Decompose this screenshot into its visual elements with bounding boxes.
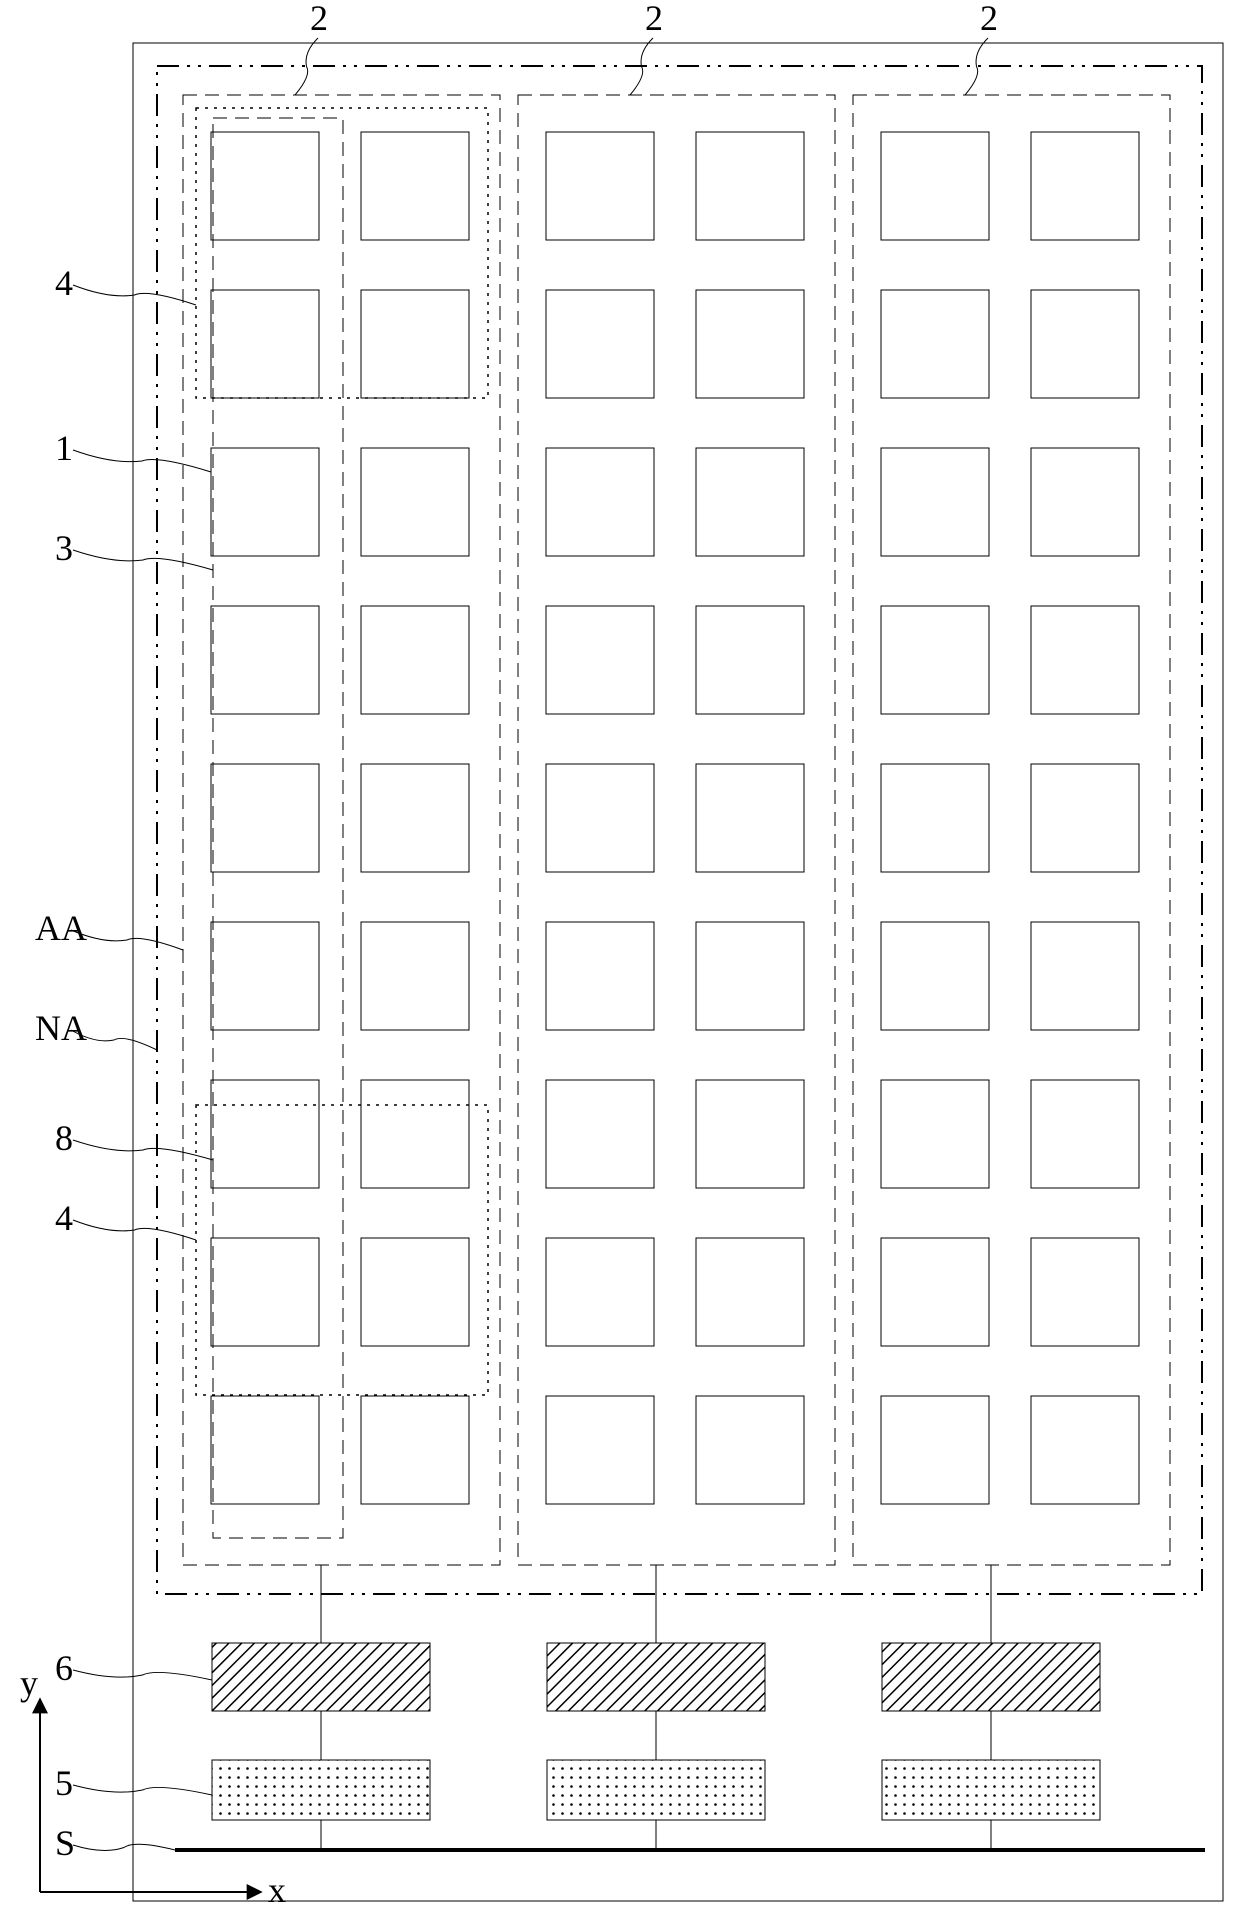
cell — [696, 764, 804, 872]
dotted-fill-box-2 — [882, 1760, 1100, 1820]
cell — [361, 1080, 469, 1188]
cell — [211, 1238, 319, 1346]
dotted-box-1 — [196, 1105, 488, 1395]
leader-line — [73, 1844, 175, 1850]
cell — [881, 290, 989, 398]
cell — [546, 1080, 654, 1188]
cell — [881, 606, 989, 714]
column-dashed-2 — [853, 95, 1170, 1565]
cell — [361, 448, 469, 556]
cell — [696, 606, 804, 714]
label-top2c: 2 — [980, 0, 998, 38]
label-l3: 3 — [55, 528, 73, 568]
leader-line — [73, 550, 213, 570]
cell — [211, 132, 319, 240]
cell — [211, 606, 319, 714]
leader-line — [73, 450, 211, 472]
cell — [1031, 290, 1139, 398]
cell — [546, 1238, 654, 1346]
cell — [1031, 1238, 1139, 1346]
cell — [211, 1080, 319, 1188]
cell — [361, 1238, 469, 1346]
label-lNA: NA — [35, 1008, 87, 1048]
cell — [881, 1080, 989, 1188]
cell — [696, 1080, 804, 1188]
label-lS: S — [55, 1823, 75, 1863]
label-l5: 5 — [55, 1763, 73, 1803]
leader-line — [73, 1670, 212, 1680]
cell — [696, 922, 804, 1030]
leader-line — [73, 1140, 213, 1160]
leader-line — [73, 1220, 196, 1240]
label-l4b: 4 — [55, 1198, 73, 1238]
label-lAA: AA — [35, 908, 87, 948]
hatched-box-0 — [212, 1643, 430, 1711]
cell — [1031, 764, 1139, 872]
cell — [696, 1396, 804, 1504]
cell — [361, 1396, 469, 1504]
dotted-fill-box-1 — [547, 1760, 765, 1820]
column-dashed-1 — [518, 95, 835, 1565]
leader-line — [73, 285, 196, 305]
cell — [881, 1396, 989, 1504]
cell — [1031, 448, 1139, 556]
dotted-fill-box-0 — [212, 1760, 430, 1820]
label-top2b: 2 — [645, 0, 663, 38]
dash-dot-frame — [157, 66, 1202, 1594]
cell — [211, 922, 319, 1030]
cell — [546, 764, 654, 872]
cell — [1031, 922, 1139, 1030]
cell — [211, 764, 319, 872]
cell — [361, 132, 469, 240]
hatched-box-2 — [882, 1643, 1100, 1711]
column-dashed-0 — [183, 95, 500, 1565]
outer-panel — [133, 43, 1223, 1901]
cell — [546, 132, 654, 240]
cell — [881, 132, 989, 240]
cell — [881, 922, 989, 1030]
cell — [211, 290, 319, 398]
diagram-canvas: 2 2 2 4 1 3 AA NA 8 4 6 5 Sy x — [0, 0, 1240, 1919]
cell — [1031, 132, 1139, 240]
cell — [546, 290, 654, 398]
cell — [881, 764, 989, 872]
cell — [881, 1238, 989, 1346]
cell — [696, 1238, 804, 1346]
dotted-box-0 — [196, 108, 488, 398]
cell — [211, 1396, 319, 1504]
label-top2a: 2 — [310, 0, 328, 38]
label-l4a: 4 — [55, 263, 73, 303]
cell — [696, 448, 804, 556]
cell — [696, 132, 804, 240]
cell — [1031, 1080, 1139, 1188]
cell — [546, 1396, 654, 1504]
cell — [546, 606, 654, 714]
cell — [696, 290, 804, 398]
cell — [546, 922, 654, 1030]
leader-line — [73, 1785, 212, 1795]
label-l8: 8 — [55, 1118, 73, 1158]
cell — [881, 448, 989, 556]
cell — [211, 448, 319, 556]
label-axisX: x — [268, 1870, 286, 1910]
cell — [1031, 606, 1139, 714]
cell — [361, 764, 469, 872]
hatched-box-1 — [547, 1643, 765, 1711]
label-axisY: y — [20, 1663, 38, 1703]
label-l6: 6 — [55, 1648, 73, 1688]
label-l1: 1 — [55, 428, 73, 468]
cell — [361, 290, 469, 398]
inner-dashed-left — [213, 118, 343, 1538]
cell — [1031, 1396, 1139, 1504]
cell — [546, 448, 654, 556]
cell — [361, 606, 469, 714]
cell — [361, 922, 469, 1030]
leader-line — [71, 930, 183, 950]
